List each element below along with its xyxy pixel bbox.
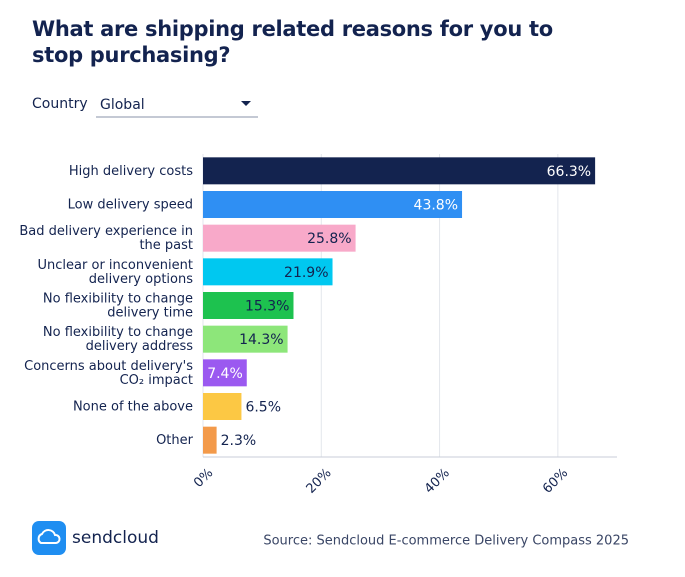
- bar: [203, 191, 463, 218]
- bar: [203, 393, 242, 420]
- y-tick-label: None of the above: [73, 399, 193, 414]
- y-tick-label: Concerns about delivery's CO₂ impact: [24, 358, 193, 387]
- y-tick-label: Low delivery speed: [68, 197, 193, 212]
- value-label: 15.3%: [245, 299, 289, 315]
- y-tick-label: No flexibility to change delivery time: [43, 291, 193, 320]
- brand: sendcloud: [72, 528, 159, 548]
- bar: [203, 258, 333, 286]
- dropdown-arrow[interactable]: [241, 101, 251, 106]
- value-label: 2.3%: [221, 433, 257, 449]
- y-tick-label: Other: [156, 433, 194, 448]
- bar: [203, 157, 596, 185]
- y-tick-label: High delivery costs: [69, 163, 193, 178]
- x-tick-label: 40%: [422, 466, 453, 497]
- y-tick-label: Unclear or inconvenient delivery options: [38, 257, 194, 286]
- logo-icon: [32, 521, 66, 555]
- bar: [203, 224, 356, 252]
- y-tick-label: Bad delivery experience in the past: [19, 224, 193, 253]
- x-tick-label: 0%: [191, 466, 216, 491]
- value-label: 66.3%: [547, 164, 591, 180]
- bar: [203, 292, 294, 319]
- value-label: 14.3%: [239, 332, 283, 348]
- bar: [203, 325, 288, 353]
- value-label: 25.8%: [307, 231, 351, 247]
- value-label: 43.8%: [414, 198, 458, 214]
- y-tick-label: No flexibility to change delivery address: [43, 325, 193, 354]
- source: Source: Sendcloud E-commerce Delivery Co…: [263, 534, 629, 549]
- chart-title: What are shipping related reasons for yo…: [32, 17, 553, 67]
- value-label: 7.4%: [207, 366, 243, 382]
- bar: [203, 359, 247, 387]
- logo-cloud: [37, 529, 61, 544]
- x-tick-label: 20%: [304, 466, 335, 497]
- value-label: 21.9%: [284, 265, 328, 281]
- x-tick-label: 60%: [540, 466, 571, 497]
- filter-label: Country: [32, 96, 88, 112]
- bar: [203, 426, 217, 454]
- value-label: 6.5%: [245, 400, 281, 416]
- filter-value[interactable]: Global: [100, 97, 145, 113]
